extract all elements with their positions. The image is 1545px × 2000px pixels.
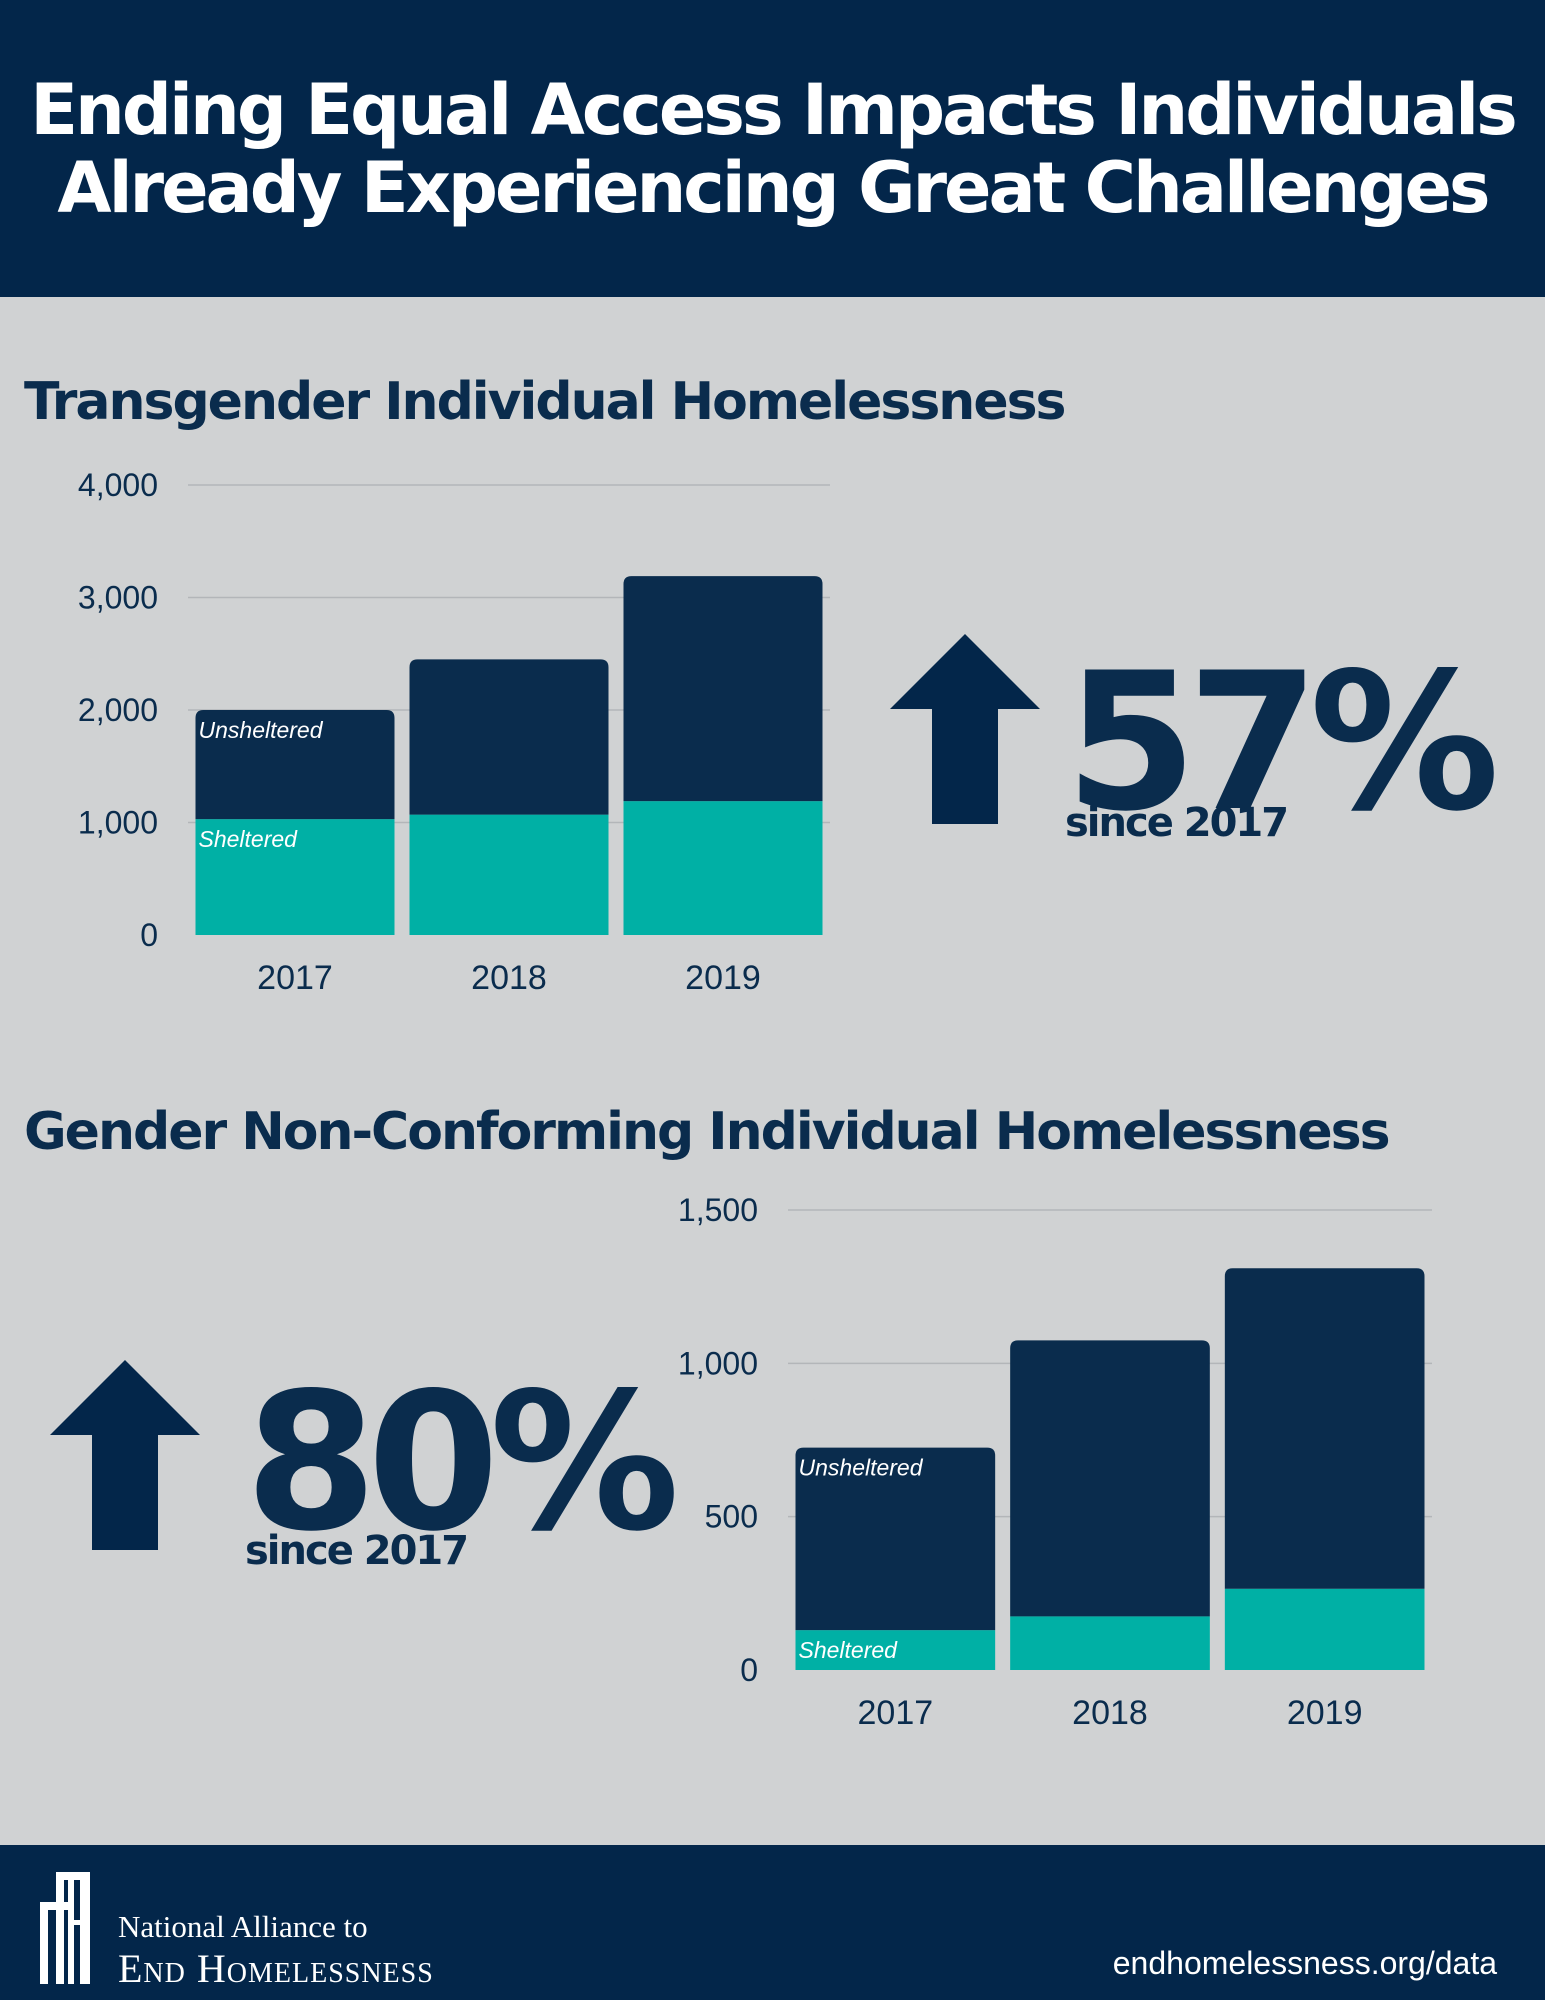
gender-non-conforming-growth-caption: since 2017 — [245, 1528, 469, 1574]
transgender-growth-callout: 57% since 2017 — [890, 620, 1500, 850]
bar-unsheltered-2017 — [195, 710, 395, 820]
transgender-growth-caption: since 2017 — [1065, 800, 1289, 846]
org-name-line-1: National Alliance to — [118, 1909, 368, 1944]
page-title-line-2: Already Experiencing Great Challenges — [57, 146, 1490, 229]
y-tick-label: 0 — [740, 1652, 758, 1688]
x-tick-label: 2018 — [1072, 1694, 1148, 1732]
org-name-line-2: End Homelessness — [118, 1946, 434, 1991]
bar-unsheltered-2017 — [795, 1447, 996, 1631]
transgender-growth-percent: 57% — [1065, 632, 1500, 853]
bar-sheltered-2018 — [1010, 1616, 1210, 1670]
x-tick-label: 2017 — [858, 1694, 934, 1732]
bar-sheltered-2019 — [1224, 1588, 1425, 1670]
bar-unsheltered-2019 — [623, 576, 823, 802]
website-link[interactable]: endhomelessness.org/data — [1112, 1945, 1497, 1981]
series-label-unsheltered: Unsheltered — [199, 717, 324, 743]
gender-non-conforming-growth-callout: 80% since 2017 — [50, 1360, 680, 1590]
y-tick-label: 1,500 — [678, 1192, 758, 1228]
bar-unsheltered-2018 — [409, 659, 609, 815]
y-tick-label: 1,000 — [678, 1345, 758, 1381]
y-tick-label: 0 — [140, 917, 158, 953]
y-tick-label: 3,000 — [78, 580, 158, 616]
x-tick-label: 2017 — [257, 959, 333, 997]
series-label-sheltered: Sheltered — [199, 826, 299, 852]
x-tick-label: 2019 — [685, 959, 761, 997]
y-tick-label: 4,000 — [78, 467, 158, 503]
y-tick-label: 1,000 — [78, 805, 158, 841]
bar-unsheltered-2019 — [1224, 1268, 1425, 1589]
bar-sheltered-2019 — [623, 801, 823, 935]
transgender-bar-chart: 0 1,000 2,000 3,000 4,000 Sheltered Unsheltere… — [78, 467, 830, 997]
footer-bar: National Alliance to End Homelessness en… — [0, 1845, 1545, 2000]
building-logo-icon — [40, 1872, 90, 1984]
bar-unsheltered-2018 — [1010, 1340, 1210, 1617]
chart-title-transgender: Transgender Individual Homelessness — [24, 372, 1066, 432]
up-arrow-icon — [890, 634, 1040, 824]
y-tick-label: 2,000 — [78, 692, 158, 728]
bar-sheltered-2017 — [795, 1630, 996, 1670]
page-title-line-1: Ending Equal Access Impacts Individuals — [30, 68, 1518, 151]
up-arrow-icon — [50, 1360, 200, 1550]
series-label-sheltered: Sheltered — [799, 1637, 899, 1663]
x-tick-label: 2018 — [471, 959, 547, 997]
chart-title-gender-non-conforming: Gender Non-Conforming Individual Homeles… — [24, 1102, 1391, 1162]
y-tick-label: 500 — [705, 1499, 758, 1535]
gender-non-conforming-bar-chart: 0 500 1,000 1,500 Sheltered Unsheltered 2017 20… — [678, 1192, 1432, 1732]
header-banner: Ending Equal Access Impacts Individuals … — [0, 0, 1545, 297]
x-tick-label: 2019 — [1287, 1694, 1363, 1732]
gender-non-conforming-growth-percent: 80% — [245, 1352, 680, 1573]
bar-sheltered-2018 — [409, 814, 609, 935]
series-label-unsheltered: Unsheltered — [799, 1455, 924, 1481]
bar-sheltered-2017 — [195, 819, 395, 935]
